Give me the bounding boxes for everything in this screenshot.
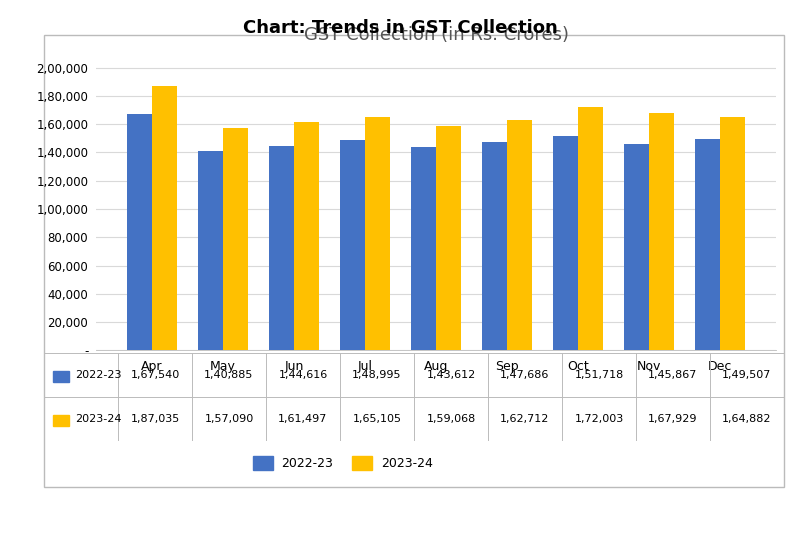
Text: 1,61,497: 1,61,497: [278, 414, 328, 424]
Text: Chart: Trends in GST Collection: Chart: Trends in GST Collection: [242, 19, 558, 37]
Text: 1,67,540: 1,67,540: [130, 370, 180, 380]
Text: 2022-23: 2022-23: [75, 370, 122, 380]
Bar: [578, 107, 603, 350]
Text: 1,40,885: 1,40,885: [204, 370, 254, 380]
Text: 1,57,090: 1,57,090: [204, 414, 254, 424]
Bar: [624, 144, 649, 350]
Bar: [365, 117, 390, 350]
Bar: [223, 128, 248, 350]
Text: 1,62,712: 1,62,712: [500, 414, 550, 424]
Bar: [352, 456, 372, 470]
Text: 1,44,616: 1,44,616: [278, 370, 328, 380]
Bar: [253, 456, 273, 470]
Text: 1,45,867: 1,45,867: [648, 370, 698, 380]
Bar: [507, 120, 532, 350]
Text: 1,64,882: 1,64,882: [722, 414, 772, 424]
Bar: [53, 415, 69, 426]
Bar: [411, 147, 436, 350]
Text: 1,51,718: 1,51,718: [574, 370, 624, 380]
Bar: [198, 151, 223, 350]
Text: 1,43,612: 1,43,612: [426, 370, 476, 380]
Bar: [53, 371, 69, 382]
Bar: [152, 86, 177, 350]
Bar: [695, 139, 720, 350]
Text: 2022-23: 2022-23: [282, 457, 334, 470]
Text: 2023-24: 2023-24: [75, 414, 122, 424]
Bar: [436, 126, 461, 350]
Title: GST Collection (in Rs. Crores): GST Collection (in Rs. Crores): [303, 26, 569, 44]
Text: 1,87,035: 1,87,035: [130, 414, 180, 424]
Bar: [269, 146, 294, 350]
Bar: [720, 117, 745, 350]
Text: 1,72,003: 1,72,003: [574, 414, 624, 424]
Bar: [482, 142, 507, 350]
Bar: [554, 136, 578, 350]
Bar: [340, 140, 365, 350]
Bar: [127, 113, 152, 350]
Text: 1,59,068: 1,59,068: [426, 414, 476, 424]
Text: 2023-24: 2023-24: [381, 457, 433, 470]
Bar: [294, 122, 318, 350]
Bar: [649, 113, 674, 350]
Text: 1,67,929: 1,67,929: [648, 414, 698, 424]
Text: 1,65,105: 1,65,105: [353, 414, 402, 424]
Text: 1,47,686: 1,47,686: [500, 370, 550, 380]
Text: 1,49,507: 1,49,507: [722, 370, 772, 380]
Text: 1,48,995: 1,48,995: [352, 370, 402, 380]
